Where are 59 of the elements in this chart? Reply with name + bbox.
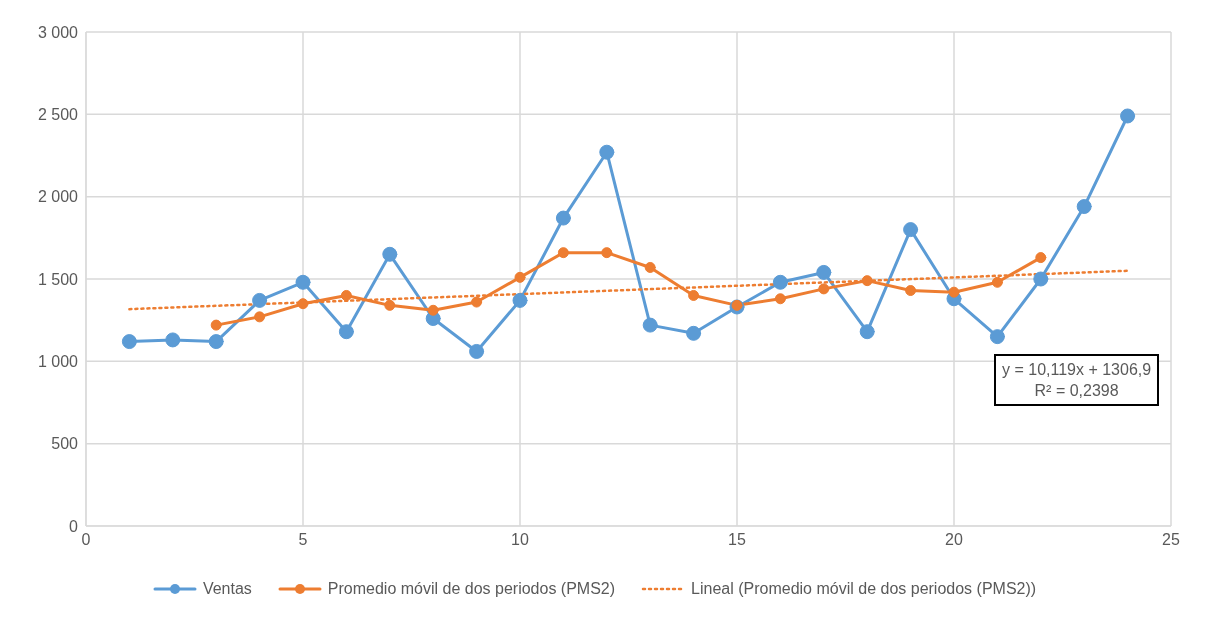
y-tick-label: 2 500: [37, 106, 79, 124]
annotation: R² = 0,2398: [1033, 381, 1120, 401]
point: [557, 247, 569, 259]
point: [254, 311, 266, 323]
point: [469, 343, 485, 359]
legend-label: Promedio móvil de dos periodos (PMS2): [327, 580, 616, 598]
y-tick-label: 2 000: [37, 188, 79, 206]
legend-label: Ventas: [202, 580, 252, 598]
point: [1033, 271, 1049, 287]
point: [208, 334, 224, 350]
point: [297, 298, 309, 310]
point: [295, 274, 311, 290]
y-tick-label: 3 000: [37, 23, 79, 41]
point: [514, 271, 526, 283]
point: [165, 332, 181, 348]
point: [816, 264, 832, 280]
point: [599, 144, 615, 160]
point: [252, 292, 268, 308]
point: [382, 246, 398, 262]
point: [1120, 108, 1136, 124]
point: [1076, 199, 1092, 215]
point: [991, 276, 1003, 288]
point: [427, 304, 439, 316]
point: [861, 275, 873, 287]
point: [989, 329, 1005, 345]
point: [471, 296, 483, 308]
y-tick-label: 500: [51, 435, 79, 453]
x-tick-label: 20: [945, 531, 963, 549]
point: [905, 285, 917, 297]
point: [338, 324, 354, 340]
point: [1035, 252, 1047, 264]
annotation: y = 10,119x + 1306,9: [1002, 360, 1152, 380]
point: [121, 334, 137, 350]
point: [772, 274, 788, 290]
point: [340, 289, 352, 301]
point: [384, 299, 396, 311]
point: [686, 325, 702, 341]
point: [210, 319, 222, 331]
point: [555, 210, 571, 226]
point: [859, 324, 875, 340]
x-tick-label: 25: [1162, 531, 1180, 549]
y-tick-label: 0: [69, 517, 79, 535]
point: [731, 299, 743, 311]
point: [948, 286, 960, 298]
point: [644, 261, 656, 273]
y-tick-label: 1 000: [37, 353, 79, 371]
legend-label: Lineal (Promedio móvil de dos periodos (PMS2)): [691, 580, 1037, 598]
point: [512, 292, 528, 308]
y-tick-label: 1 500: [37, 270, 79, 288]
point: [642, 317, 658, 333]
point: [903, 222, 919, 238]
point: [774, 293, 786, 305]
point: [688, 289, 700, 301]
x-tick-label: 10: [511, 531, 529, 549]
x-tick-label: 5: [298, 531, 308, 549]
point: [818, 283, 830, 295]
x-tick-label: 0: [81, 531, 91, 549]
point: [601, 247, 613, 259]
x-tick-label: 15: [728, 531, 746, 549]
